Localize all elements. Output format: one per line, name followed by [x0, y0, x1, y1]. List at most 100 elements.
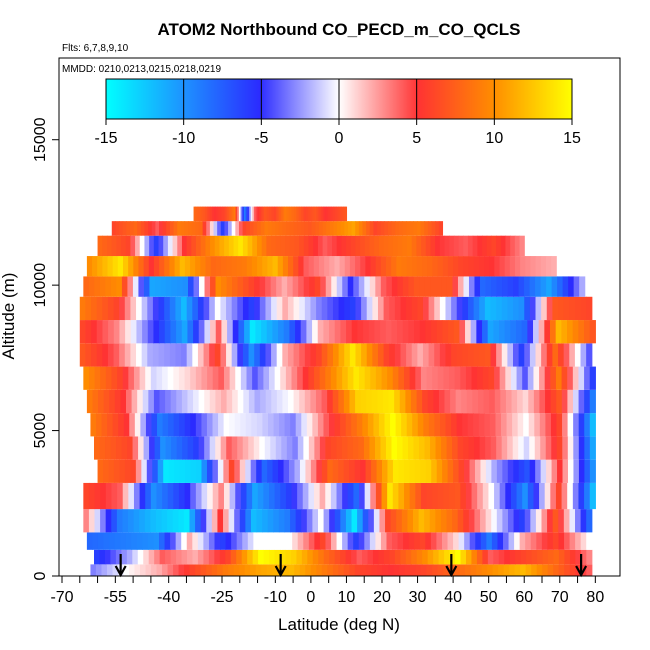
heatmap-cell — [177, 235, 183, 257]
heatmap-cell — [382, 459, 389, 483]
heatmap-cell — [427, 256, 434, 277]
heatmap-cell — [443, 482, 450, 510]
heatmap-cell — [228, 509, 235, 533]
heatmap-cell — [129, 221, 135, 236]
heatmap-cell — [283, 320, 290, 344]
heatmap-cell — [312, 320, 319, 344]
heatmap-cell — [447, 459, 454, 483]
heatmap-cell — [520, 549, 527, 565]
heatmap-cell — [323, 413, 330, 437]
heatmap-cell — [516, 366, 523, 390]
heatmap-cell — [201, 413, 208, 437]
heatmap-cell — [494, 389, 501, 414]
heatmap-cell — [276, 276, 283, 297]
x-tick-label: 60 — [515, 589, 533, 606]
heatmap-cell — [318, 549, 325, 565]
heatmap-cell — [558, 509, 565, 533]
heatmap-cell — [246, 482, 253, 510]
heatmap-cell — [366, 343, 373, 367]
heatmap-cell — [413, 436, 420, 460]
heatmap-cell — [387, 459, 394, 483]
x-tick-label: 80 — [586, 589, 604, 606]
heatmap-cell — [358, 276, 365, 297]
heatmap-cell — [299, 343, 306, 367]
heatmap-cell — [284, 413, 291, 437]
heatmap-cell — [301, 549, 308, 565]
heatmap-cell — [321, 206, 324, 222]
heatmap-cell — [231, 296, 238, 321]
heatmap-cell — [232, 320, 240, 344]
heatmap-cell — [453, 235, 460, 257]
heatmap-cell — [313, 235, 319, 257]
heatmap-cell — [484, 296, 492, 321]
heatmap-cell — [94, 366, 101, 390]
heatmap-cell — [187, 436, 194, 460]
heatmap-cell — [193, 276, 200, 297]
heatmap-cell — [269, 549, 276, 565]
heatmap-cell — [161, 509, 168, 533]
heatmap-cell — [569, 296, 576, 321]
heatmap-cell — [229, 413, 236, 437]
heatmap-cell — [439, 235, 446, 257]
heatmap-cell — [312, 206, 316, 222]
heatmap-cell — [558, 549, 566, 565]
heatmap-cell — [127, 436, 134, 460]
heatmap-cell — [198, 436, 205, 460]
heatmap-cell — [463, 256, 470, 277]
heatmap-cell — [364, 532, 371, 550]
heatmap-cell — [231, 221, 236, 236]
heatmap-cell — [167, 564, 174, 576]
heatmap-cell — [451, 296, 458, 321]
heatmap-cell — [490, 343, 497, 367]
heatmap-cell — [460, 549, 467, 565]
heatmap-cell — [303, 436, 310, 460]
heatmap-cell — [133, 221, 138, 236]
heatmap-cell — [83, 276, 90, 297]
heatmap-cell — [295, 413, 302, 437]
heatmap-cell — [237, 296, 244, 321]
heatmap-cell — [541, 296, 548, 321]
heatmap-cell — [380, 256, 387, 277]
heatmap-cell — [482, 366, 490, 390]
heatmap-cell — [113, 296, 120, 321]
heatmap-cell — [233, 235, 239, 257]
heatmap-cell — [108, 459, 115, 483]
heatmap-cell — [401, 509, 408, 533]
heatmap-cell — [535, 459, 542, 483]
x-tick-label: -40 — [157, 589, 180, 606]
heatmap-cell — [155, 221, 160, 236]
heatmap-cell — [116, 276, 123, 297]
heatmap-cell — [200, 509, 207, 533]
heatmap-cell — [530, 509, 537, 533]
heatmap-cell — [536, 564, 543, 576]
heatmap-cell — [205, 206, 208, 222]
heatmap-cell — [314, 206, 317, 222]
heatmap-cell — [201, 482, 208, 510]
heatmap-cell — [534, 436, 541, 460]
heatmap-cell — [254, 296, 261, 321]
heatmap-cell — [505, 366, 512, 390]
heatmap-cell — [572, 320, 579, 344]
heatmap-cell — [334, 413, 341, 437]
heatmap-cell — [196, 459, 203, 483]
y-tick-label: 10000 — [32, 263, 49, 308]
heatmap-cell — [241, 256, 248, 277]
heatmap-cell — [515, 549, 522, 565]
heatmap-cell — [473, 413, 480, 437]
heatmap-cell — [325, 532, 332, 550]
heatmap-cell — [286, 436, 293, 460]
heatmap-cell — [248, 389, 256, 414]
heatmap-cell — [392, 482, 400, 510]
heatmap-cell — [259, 296, 267, 321]
heatmap-cell — [526, 549, 533, 565]
heatmap-cell — [338, 206, 341, 222]
heatmap-cell — [153, 320, 160, 344]
heatmap-cell — [343, 459, 350, 483]
heatmap-cell — [404, 482, 411, 510]
heatmap-cell — [324, 206, 327, 222]
heatmap-cell — [246, 221, 251, 236]
heatmap-cell — [393, 564, 400, 576]
heatmap-cell — [276, 343, 283, 367]
heatmap-cell — [500, 389, 507, 414]
heatmap-cell — [512, 413, 519, 437]
